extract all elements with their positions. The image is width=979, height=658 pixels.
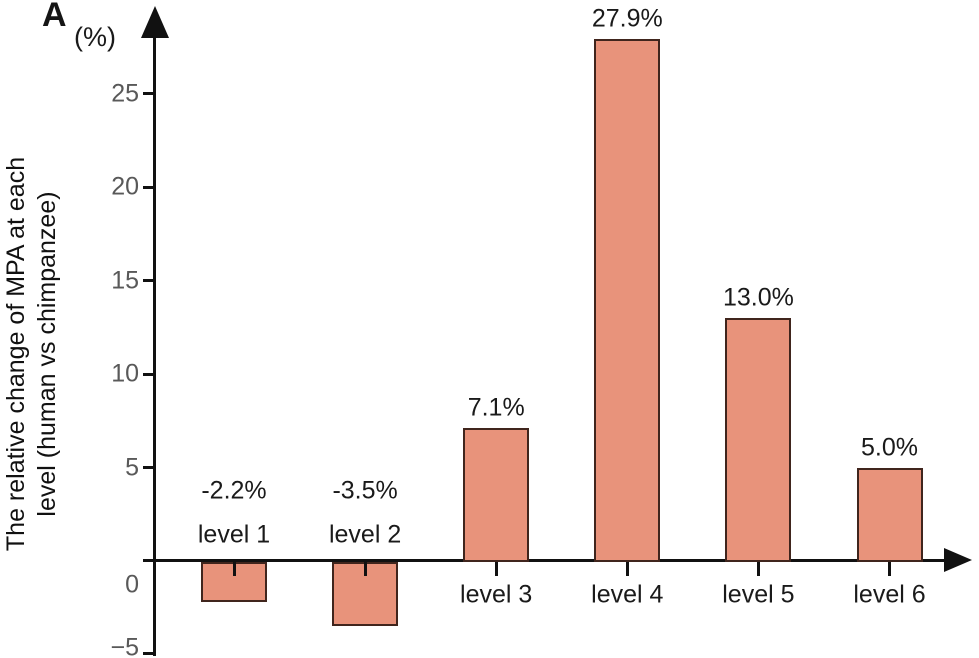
category-label-level-4: level 4 [591, 580, 664, 609]
y-tick-10 [143, 372, 154, 376]
category-label-level-1: level 1 [197, 520, 271, 549]
y-axis-title: The relative change of MPA at each level… [1, 49, 65, 658]
value-label-level-2: -3.5% [332, 476, 398, 505]
x-tick-level-4 [625, 562, 629, 576]
y-tick-20 [143, 185, 154, 189]
y-axis-title-line2: level (human vs chimpanzee) [33, 191, 61, 517]
x-axis-arrow-icon [944, 548, 972, 572]
x-tick-level-2 [363, 562, 367, 576]
y-tick--5 [143, 652, 154, 655]
panel-letter: A [42, 0, 67, 34]
x-tick-level-1 [232, 562, 236, 576]
category-label-level-3: level 3 [460, 580, 533, 609]
y-axis-title-line1: The relative change of MPA at each [2, 156, 30, 552]
y-tick-label-0: 0 [125, 570, 139, 599]
x-tick-level-6 [888, 562, 891, 576]
x-tick-level-5 [756, 562, 760, 576]
y-axis-line [153, 28, 156, 656]
category-label-level-6: level 6 [853, 580, 926, 609]
bar-level-5 [725, 317, 792, 562]
x-axis-line [143, 559, 950, 562]
bar-level-3 [463, 428, 530, 562]
y-tick-label-20: 20 [111, 172, 139, 201]
y-tick-5 [143, 466, 154, 469]
value-label-level-5: 13.0% [722, 283, 794, 312]
value-label-level-3: 7.1% [467, 393, 525, 422]
y-tick-label-5: 5 [125, 453, 139, 481]
value-label-level-4: 27.9% [591, 4, 663, 33]
value-label-level-6: 5.0% [861, 433, 918, 461]
bar-level-4 [594, 39, 661, 562]
y-axis-unit-label: (%) [74, 22, 116, 52]
y-tick-label-10: 10 [111, 359, 139, 388]
y-tick-label-25: 25 [111, 79, 139, 107]
y-tick-label-15: 15 [111, 266, 139, 294]
y-tick-label--5: −5 [110, 633, 139, 658]
y-tick-15 [143, 279, 154, 282]
category-label-level-5: level 5 [722, 580, 795, 609]
bar-level-6 [856, 467, 923, 562]
y-axis-arrow-icon [141, 6, 169, 38]
value-label-level-1: -2.2% [201, 476, 267, 505]
category-label-level-2: level 2 [328, 520, 402, 549]
y-tick-25 [143, 92, 154, 95]
x-tick-level-3 [494, 562, 498, 576]
